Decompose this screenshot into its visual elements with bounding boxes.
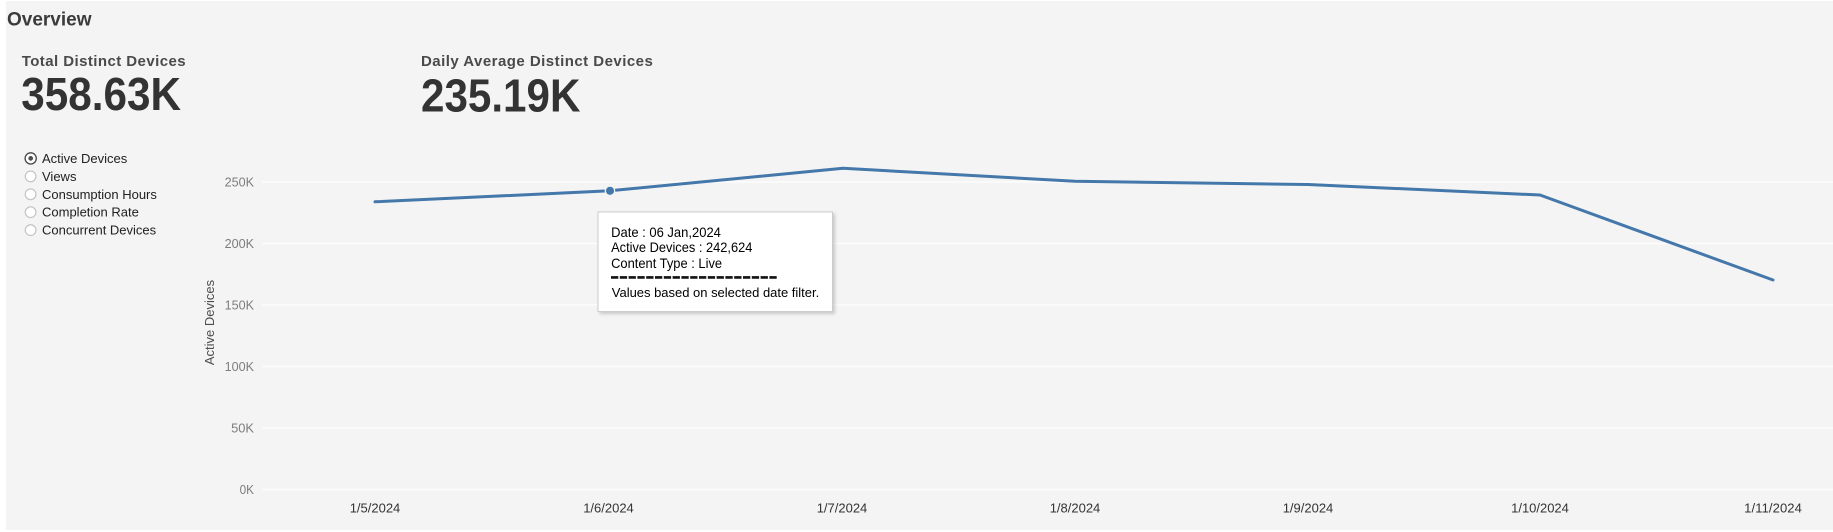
svg-text:Consumption Hours: Consumption Hours	[42, 187, 157, 202]
svg-text:Completion Rate: Completion Rate	[42, 205, 139, 220]
svg-text:Active Devices: Active Devices	[202, 279, 217, 365]
svg-text:358.63K: 358.63K	[21, 68, 181, 120]
svg-text:1/5/2024: 1/5/2024	[350, 501, 401, 516]
svg-text:1/7/2024: 1/7/2024	[817, 501, 868, 516]
svg-text:0K: 0K	[240, 482, 255, 497]
svg-text:Active Devices : 242,624: Active Devices : 242,624	[611, 239, 752, 255]
svg-text:50K: 50K	[231, 421, 254, 436]
svg-text:1/11/2024: 1/11/2024	[1744, 501, 1802, 516]
svg-text:1/8/2024: 1/8/2024	[1050, 501, 1101, 516]
svg-text:1/9/2024: 1/9/2024	[1283, 501, 1334, 516]
svg-text:Values based on selected date: Values based on selected date filter.	[612, 285, 819, 300]
svg-text:100K: 100K	[225, 359, 255, 374]
svg-text:Overview: Overview	[7, 9, 92, 30]
svg-text:Total Distinct Devices: Total Distinct Devices	[22, 53, 186, 70]
svg-text:Active Devices: Active Devices	[42, 151, 128, 166]
svg-text:235.19K: 235.19K	[421, 69, 581, 121]
svg-text:1/6/2024: 1/6/2024	[583, 501, 634, 516]
svg-text:250K: 250K	[225, 175, 255, 190]
svg-text:1/10/2024: 1/10/2024	[1511, 501, 1569, 516]
svg-text:Views: Views	[42, 169, 77, 184]
svg-text:Date : 06 Jan,2024: Date : 06 Jan,2024	[611, 224, 721, 240]
svg-text:Daily Average Distinct Devices: Daily Average Distinct Devices	[421, 53, 653, 70]
svg-text:Concurrent Devices: Concurrent Devices	[42, 223, 157, 238]
svg-text:150K: 150K	[225, 298, 255, 313]
svg-text:200K: 200K	[225, 236, 255, 251]
svg-text:Content Type : Live: Content Type : Live	[611, 255, 722, 271]
